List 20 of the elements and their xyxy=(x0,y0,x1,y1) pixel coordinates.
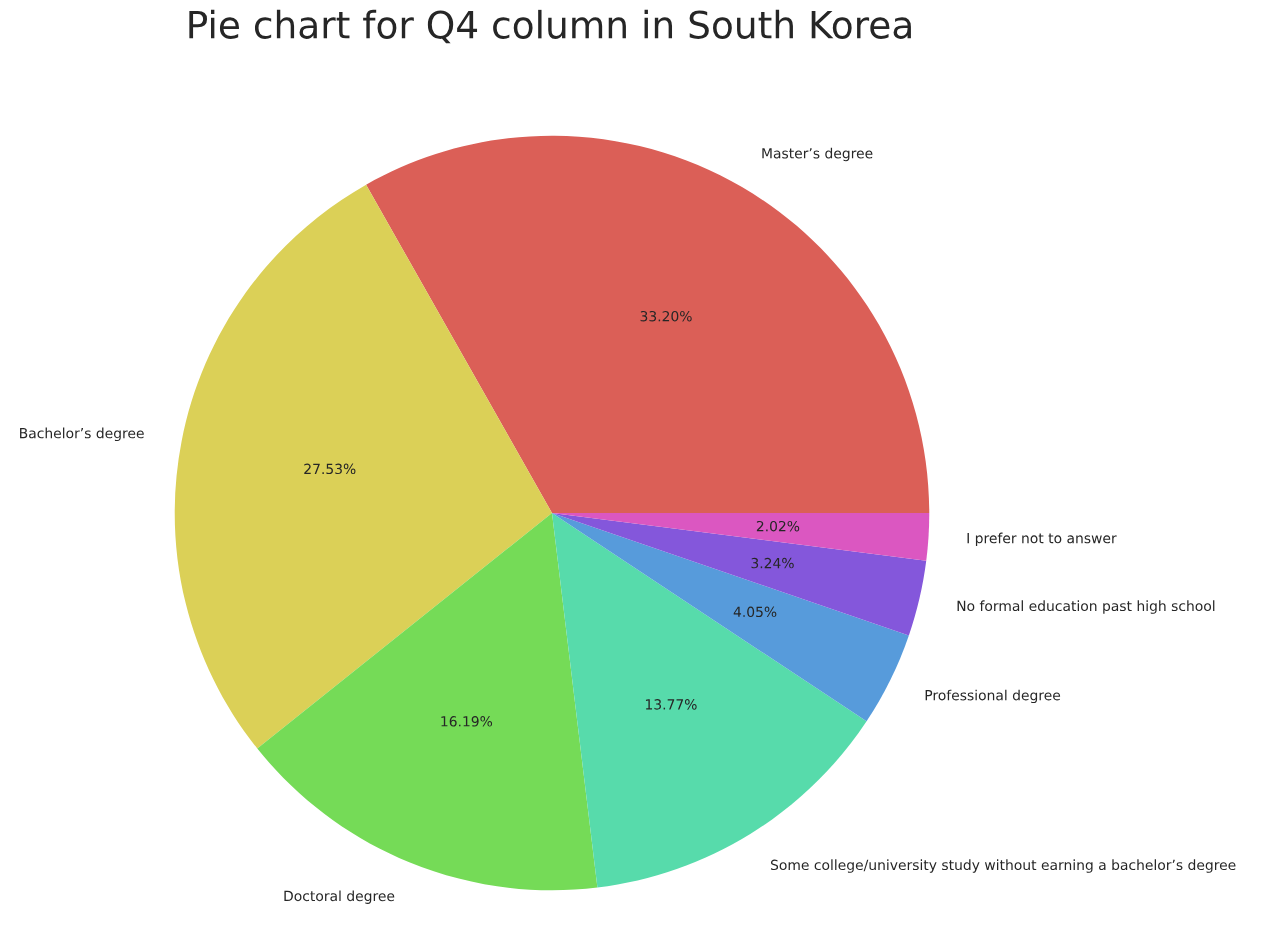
chart-title: Pie chart for Q4 column in South Korea xyxy=(189,9,911,44)
slice-label: Bachelor’s degree xyxy=(20,427,144,442)
data-label: 4.05% xyxy=(733,606,777,618)
data-label: 33.20% xyxy=(640,310,692,322)
slice-label: I prefer not to answer xyxy=(967,532,1117,547)
data-label: 2.02% xyxy=(756,520,800,532)
slice-label: Doctoral degree xyxy=(284,890,395,904)
data-label: 27.53% xyxy=(304,463,356,475)
data-label: 16.19% xyxy=(441,716,493,727)
pie-slice xyxy=(257,513,598,891)
pie-slice xyxy=(552,513,927,636)
data-label: 3.24% xyxy=(751,557,794,569)
pie-slice xyxy=(552,513,909,722)
slice-label: Professional degree xyxy=(925,689,1061,704)
pie-slice xyxy=(174,184,552,749)
data-label: 13.77% xyxy=(645,699,697,710)
slice-label: Master’s degree xyxy=(762,147,873,162)
slice-label: Some college/university study without earning a bachelor’s degree xyxy=(770,859,1236,873)
pie-slice xyxy=(366,135,930,513)
slice-label: No formal education past high school xyxy=(957,600,1215,614)
